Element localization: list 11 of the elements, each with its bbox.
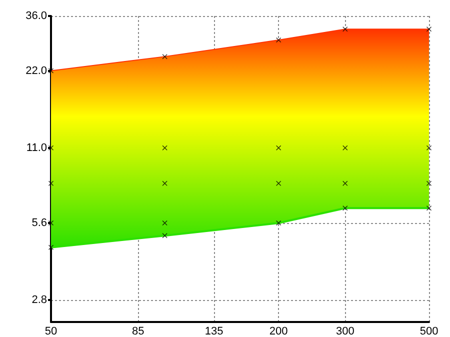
- x-tick-label: 200: [269, 326, 288, 337]
- x-tick-label: 500: [420, 326, 438, 337]
- x-tick-label: 85: [132, 326, 144, 337]
- y-tick-label: 11.0: [26, 142, 47, 154]
- y-tick-label: 22.0: [26, 64, 47, 77]
- y-tick-label: 2.8: [32, 294, 47, 306]
- x-tick-label: 300: [336, 326, 354, 337]
- x-tick-label: 135: [204, 326, 224, 337]
- y-tick-label: 36.0: [26, 10, 47, 22]
- y-tick-label: 5.6: [32, 217, 47, 230]
- x-tick-label: 50: [44, 326, 58, 337]
